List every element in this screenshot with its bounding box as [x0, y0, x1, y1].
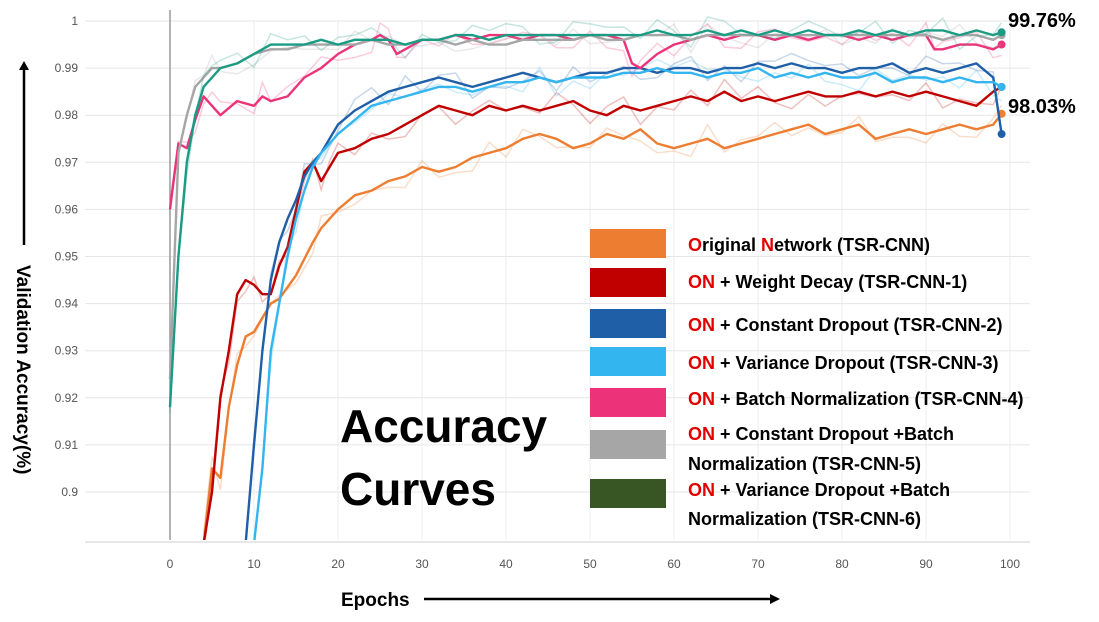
y-tick-label: 0.96 [55, 202, 79, 216]
y-axis-arrowhead [19, 61, 29, 70]
legend-label-tsr-cnn-5-line-2: Normalization (TSR-CNN-5) [688, 454, 921, 474]
legend-swatch-tsr-cnn-1 [590, 268, 666, 297]
series-raw-tsr-cnn [202, 104, 1003, 533]
x-tick-label: 50 [583, 557, 597, 571]
y-tick-label: 0.91 [55, 438, 79, 452]
series-raw-tsr-cnn-4 [169, 20, 1002, 201]
legend-label-tsr-cnn-3: ON + Variance Dropout (TSR-CNN-3) [688, 353, 999, 373]
chart-title-line-2: Curves [340, 463, 496, 515]
x-tick-label: 30 [415, 557, 429, 571]
legend-label-tsr-cnn: Original Network (TSR-CNN) [688, 235, 930, 255]
x-tick-label: 0 [167, 557, 174, 571]
y-axis-ticks: 0.9 0.91 0.92 0.93 0.94 0.95 0.96 0.97 0.98 0.99 1 [55, 14, 79, 499]
legend: Original Network (TSR-CNN) ON + Weight De… [590, 229, 1024, 529]
x-tick-label: 60 [667, 557, 681, 571]
end-value-label: 99.76% [1008, 10, 1076, 32]
series-end-point-tsr-cnn-3 [997, 82, 1006, 91]
legend-swatch-tsr-cnn-5 [590, 430, 666, 459]
legend-swatch-tsr-cnn-6 [590, 479, 666, 508]
x-tick-label: 90 [919, 557, 933, 571]
legend-label-tsr-cnn-1: ON + Weight Decay (TSR-CNN-1) [688, 272, 967, 292]
y-tick-label: 0.99 [55, 61, 79, 75]
x-axis-arrowhead [770, 594, 780, 604]
series-line-tsr-cnn-4 [168, 33, 1003, 210]
x-tick-label: 40 [499, 557, 513, 571]
series-line-tsr-cnn-2 [244, 62, 1003, 540]
legend-label-tsr-cnn-6: ON + Variance Dropout +Batch [688, 480, 950, 500]
y-axis-title-group: Validation Accuracy(%) [12, 61, 33, 474]
y-axis-title: Validation Accuracy(%) [12, 265, 33, 474]
x-tick-label: 10 [247, 557, 261, 571]
series-line-tsr-cnn-1 [203, 85, 1003, 540]
series-line-tsr-cnn [202, 113, 1003, 540]
grid-lines [85, 10, 1030, 543]
y-tick-label: 0.97 [55, 155, 79, 169]
end-value-label: 98.03% [1008, 96, 1076, 118]
series-raw-tsr-cnn-5 [169, 23, 1002, 392]
y-tick-label: 0.98 [55, 108, 79, 122]
y-tick-label: 0.94 [55, 297, 79, 311]
series-line-tsr-cnn-5 [168, 33, 1003, 380]
series-layer [168, 16, 1006, 540]
y-tick-label: 0.93 [55, 344, 79, 358]
x-tick-label: 20 [331, 557, 345, 571]
x-axis-title-group: Epochs [341, 590, 780, 611]
legend-label-tsr-cnn-4: ON + Batch Normalization (TSR-CNN-4) [688, 389, 1024, 409]
legend-label-tsr-cnn-2: ON + Constant Dropout (TSR-CNN-2) [688, 315, 1002, 335]
y-tick-label: 1 [71, 14, 78, 28]
y-tick-label: 0.92 [55, 391, 79, 405]
x-axis-ticks: 0 10 20 30 40 50 60 70 80 90 100 [167, 557, 1021, 571]
legend-label-tsr-cnn-6-line-2: Normalization (TSR-CNN-6) [688, 509, 921, 529]
y-tick-label: 0.9 [61, 485, 78, 499]
legend-label-tsr-cnn-5: ON + Constant Dropout +Batch [688, 424, 954, 444]
series-end-point-tsr-cnn-2 [997, 130, 1006, 139]
end-labels: 99.76% 98.03% [1008, 10, 1076, 118]
y-tick-label: 0.95 [55, 250, 79, 264]
chart-title-line-1: Accuracy [340, 400, 548, 452]
series-end-point-tsr-cnn-6 [997, 28, 1006, 37]
legend-swatch-tsr-cnn-4 [590, 388, 666, 417]
legend-swatch-tsr-cnn-2 [590, 309, 666, 338]
x-axis-title: Epochs [341, 590, 410, 611]
series-line-tsr-cnn-3 [253, 66, 1003, 540]
x-tick-label: 100 [1000, 557, 1020, 571]
legend-swatch-tsr-cnn-3 [590, 347, 666, 376]
series-end-point-tsr-cnn-4 [997, 40, 1006, 49]
series-line-tsr-cnn-6 [168, 29, 1002, 408]
x-tick-label: 70 [751, 557, 765, 571]
x-tick-label: 80 [835, 557, 849, 571]
legend-swatch-tsr-cnn [590, 229, 666, 258]
